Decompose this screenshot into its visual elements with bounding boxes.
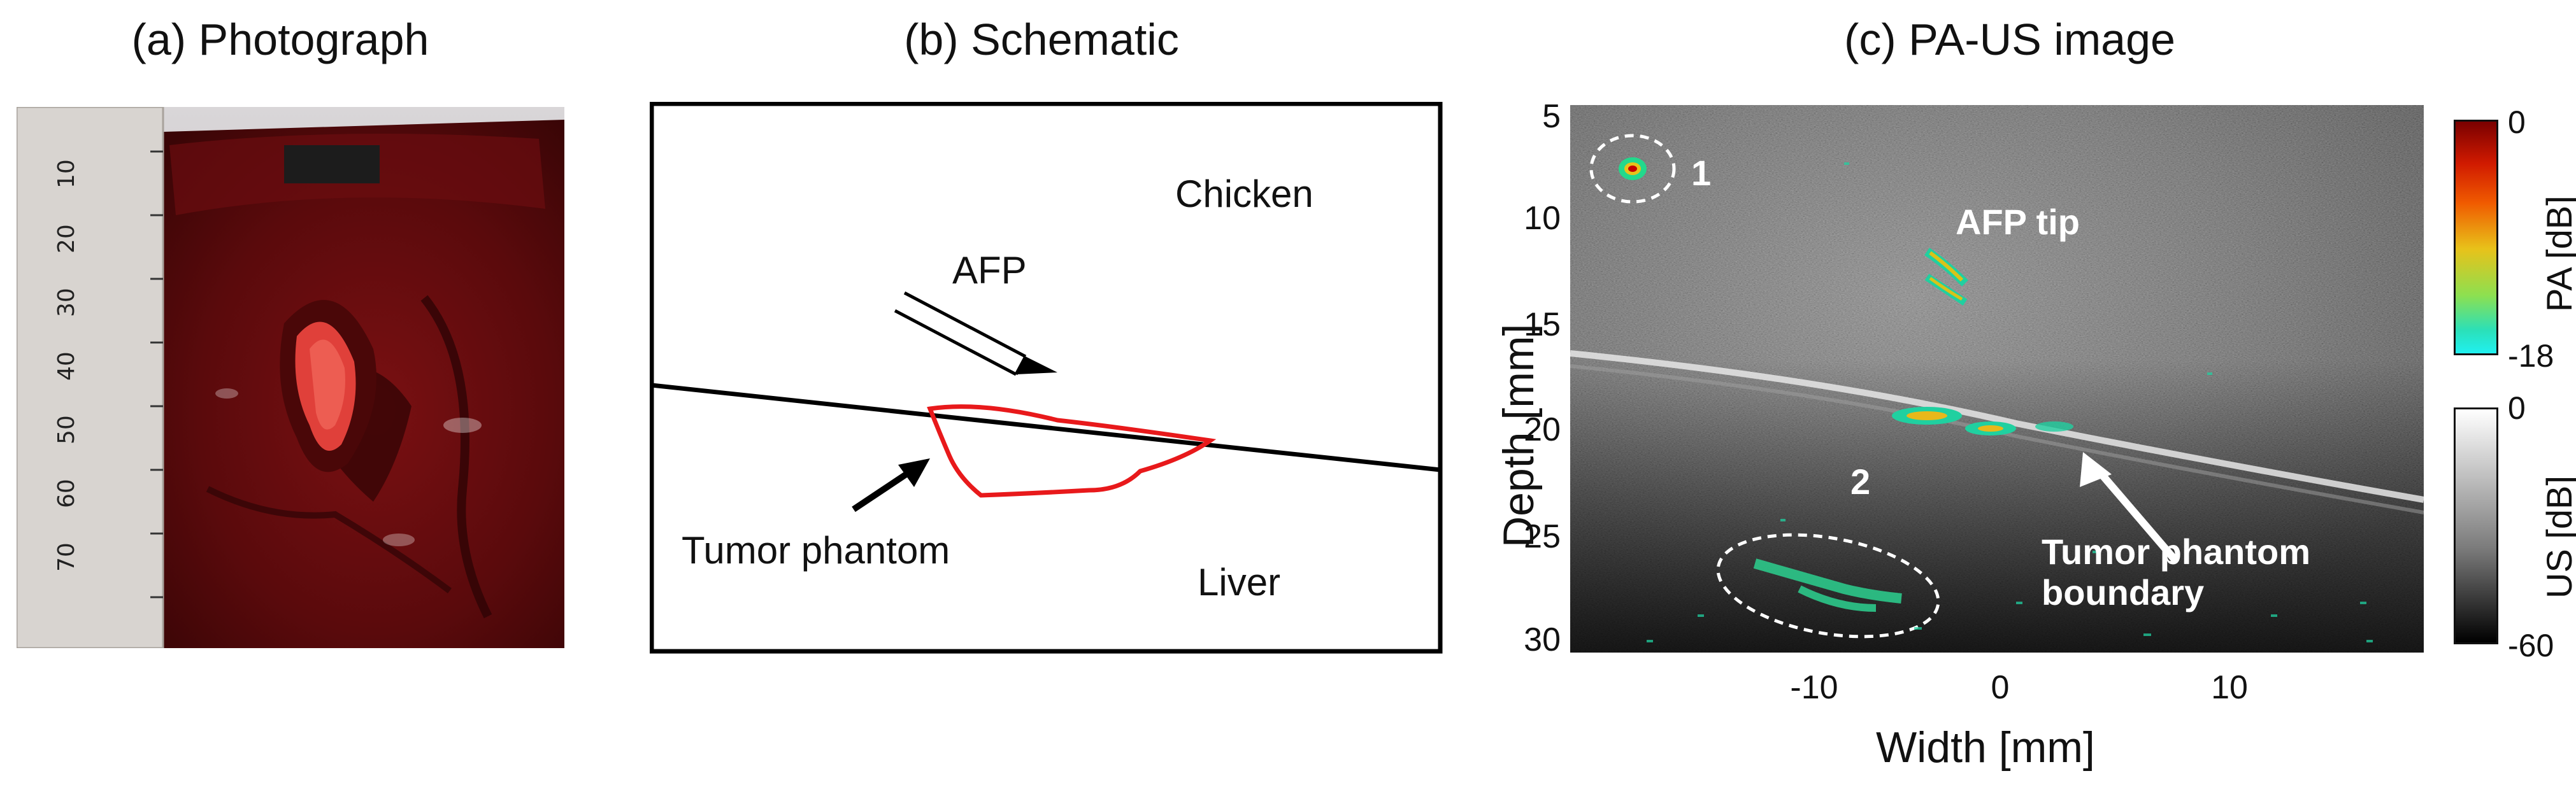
schematic-frame (649, 101, 1443, 654)
y-tick-label: 25 (1524, 518, 1561, 555)
us-colorbar-top-tick: 0 (2508, 390, 2526, 426)
panel-a-title: (a) Photograph (131, 15, 429, 64)
x-tick-label: 0 (1991, 669, 2010, 706)
schematic-diagram: Chicken AFP Tumor phantom Liver (649, 101, 1446, 656)
y-tick-label: 10 (1524, 200, 1561, 237)
us-colorbar (2454, 407, 2498, 644)
afp-tip-signal (1924, 248, 1968, 306)
pa-colorbar-label: PA [dB] (2539, 195, 2576, 312)
boundary-label-line1: Tumor phantom (2042, 532, 2311, 572)
pa-signal-1 (1619, 157, 1647, 180)
panel-b-title: (b) Schematic (904, 15, 1179, 64)
y-tick-label: 15 (1524, 306, 1561, 343)
liver-label: Liver (1198, 561, 1281, 604)
y-tick-label: 5 (1542, 98, 1561, 135)
y-tick-label: 20 (1524, 411, 1561, 448)
pa-colorbar (2454, 120, 2498, 355)
ruler-number: 30 (54, 288, 80, 317)
y-tick-label: 30 (1524, 621, 1561, 658)
us-colorbar-label: US [dB] (2539, 476, 2576, 598)
ruler-number: 10 (54, 159, 80, 188)
boundary-label-line2: boundary (2042, 572, 2205, 613)
ruler-number: 70 (54, 542, 80, 572)
pa-colorbar-top-tick: 0 (2508, 104, 2526, 140)
tumor-phantom-outline (927, 404, 1217, 498)
us-colorbar-bottom-tick: -60 (2508, 628, 2554, 663)
ruler-number: 20 (54, 224, 80, 253)
marker-1-label: 1 (1691, 153, 1712, 193)
tissue-boundary-line (651, 383, 1441, 472)
ruler-number: 50 (54, 415, 80, 444)
photograph-image: 10 20 30 40 50 60 70 (17, 107, 564, 648)
chicken-label: Chicken (1175, 173, 1313, 215)
marker-2-label: 2 (1850, 462, 1871, 502)
afp-tip-label: AFP tip (1956, 202, 2080, 242)
afp-label: AFP (952, 249, 1027, 292)
x-tick-label: 10 (2211, 669, 2248, 706)
boundary-arrow (2080, 452, 2179, 563)
panel-c-title: (c) PA-US image (1844, 15, 2175, 64)
afp-needle (894, 291, 1057, 376)
marker-2-circle (1716, 533, 1940, 639)
ruler-number: 40 (54, 351, 80, 381)
ruler-number: 60 (54, 479, 80, 508)
pa-us-image: 1 AFP tip 2 Tumor phantom boundary (1570, 105, 2424, 653)
boundary-signal (1892, 407, 2073, 435)
boundary-label: Tumor phantom boundary (2042, 532, 2310, 614)
x-tick-label: -10 (1790, 669, 1838, 706)
marker-1-circle (1589, 134, 1676, 204)
x-axis-label: Width [mm] (1876, 723, 2095, 772)
tumor-phantom-label: Tumor phantom (682, 529, 950, 572)
pa-signal-2 (1753, 558, 1902, 612)
pa-colorbar-bottom-tick: -18 (2508, 338, 2554, 374)
tumor-arrow (852, 458, 930, 513)
